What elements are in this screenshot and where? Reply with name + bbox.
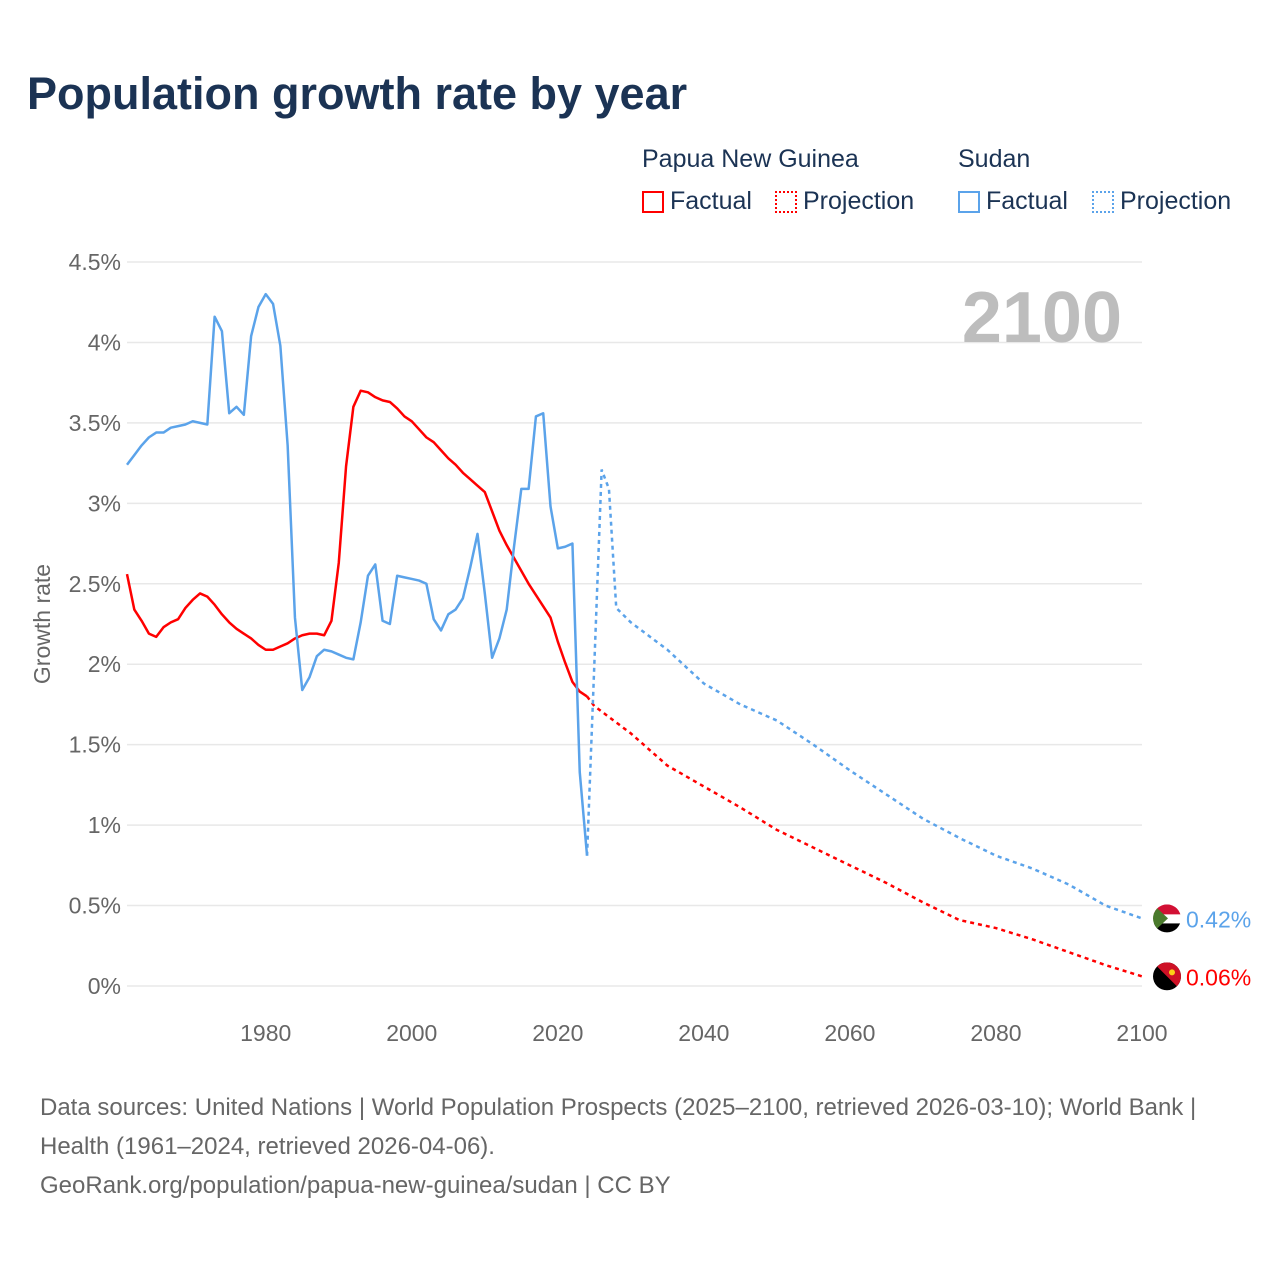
sudan-end-value-label: 0.42% bbox=[1186, 906, 1251, 932]
y-tick-label: 3.5% bbox=[69, 410, 121, 436]
legend-swatch-solid-icon bbox=[958, 190, 980, 213]
x-tick-label: 1980 bbox=[240, 1020, 291, 1046]
legend-label: Factual bbox=[986, 187, 1068, 215]
y-tick-label: 1.5% bbox=[69, 732, 121, 758]
sudan-projection-line bbox=[585, 469, 1143, 920]
y-tick-label: 4% bbox=[88, 329, 121, 355]
png-flag-icon bbox=[1153, 962, 1181, 991]
legend-label: Projection bbox=[803, 187, 915, 215]
legend-sudan-factual[interactable]: Factual bbox=[958, 187, 1068, 216]
sudan-factual-line bbox=[126, 292, 589, 856]
legend-label: Projection bbox=[1120, 187, 1232, 215]
x-tick-label: 2000 bbox=[386, 1020, 437, 1046]
y-tick-label: 0% bbox=[88, 973, 121, 999]
data-sources: Data sources: United Nations | World Pop… bbox=[40, 1094, 1197, 1160]
x-tick-label: 2020 bbox=[532, 1020, 583, 1046]
legend-swatch-dotted-icon bbox=[1092, 190, 1114, 213]
year-overlay: 2100 bbox=[962, 278, 1122, 358]
legend-png-factual[interactable]: Factual bbox=[642, 187, 752, 216]
x-tick-label: 2080 bbox=[970, 1020, 1021, 1046]
y-tick-label: 2.5% bbox=[69, 571, 121, 597]
legend-png-projection[interactable]: Projection bbox=[775, 187, 914, 216]
y-tick-label: 0.5% bbox=[69, 893, 121, 919]
sudan-flag-icon bbox=[1153, 904, 1181, 933]
x-tick-label: 2100 bbox=[1116, 1020, 1167, 1046]
credit-link[interactable]: GeoRank.org/population/papua-new-guinea/… bbox=[40, 1172, 671, 1199]
legend-label: Factual bbox=[670, 187, 752, 215]
line-chart: 0% 0.5% 1% 1.5% 2% 2.5% 3% 3.5% 4% 4.5% 1980 2000 20… bbox=[29, 249, 1251, 1046]
legend-swatch-solid-icon bbox=[642, 190, 664, 213]
x-tick-label: 2040 bbox=[678, 1020, 729, 1046]
png-factual-line bbox=[125, 389, 588, 698]
y-tick-label: 3% bbox=[88, 490, 121, 516]
x-tick-label: 2060 bbox=[824, 1020, 875, 1046]
y-axis-label: Growth rate bbox=[29, 564, 55, 684]
y-tick-label: 2% bbox=[88, 651, 121, 677]
png-end-value-label: 0.06% bbox=[1186, 964, 1251, 990]
legend-swatch-dotted-icon bbox=[775, 190, 797, 213]
y-tick-label: 1% bbox=[88, 812, 121, 838]
chart-title: Population growth rate by year bbox=[27, 68, 688, 119]
y-tick-label: 4.5% bbox=[69, 249, 121, 275]
footer: Data sources: United Nations | World Pop… bbox=[40, 1088, 1240, 1205]
legend-sudan-projection[interactable]: Projection bbox=[1092, 187, 1231, 216]
png-projection-line bbox=[586, 695, 1143, 978]
legend-group-papua-new-guinea: Papua New Guinea bbox=[642, 145, 859, 173]
legend-group-sudan: Sudan bbox=[958, 145, 1031, 173]
